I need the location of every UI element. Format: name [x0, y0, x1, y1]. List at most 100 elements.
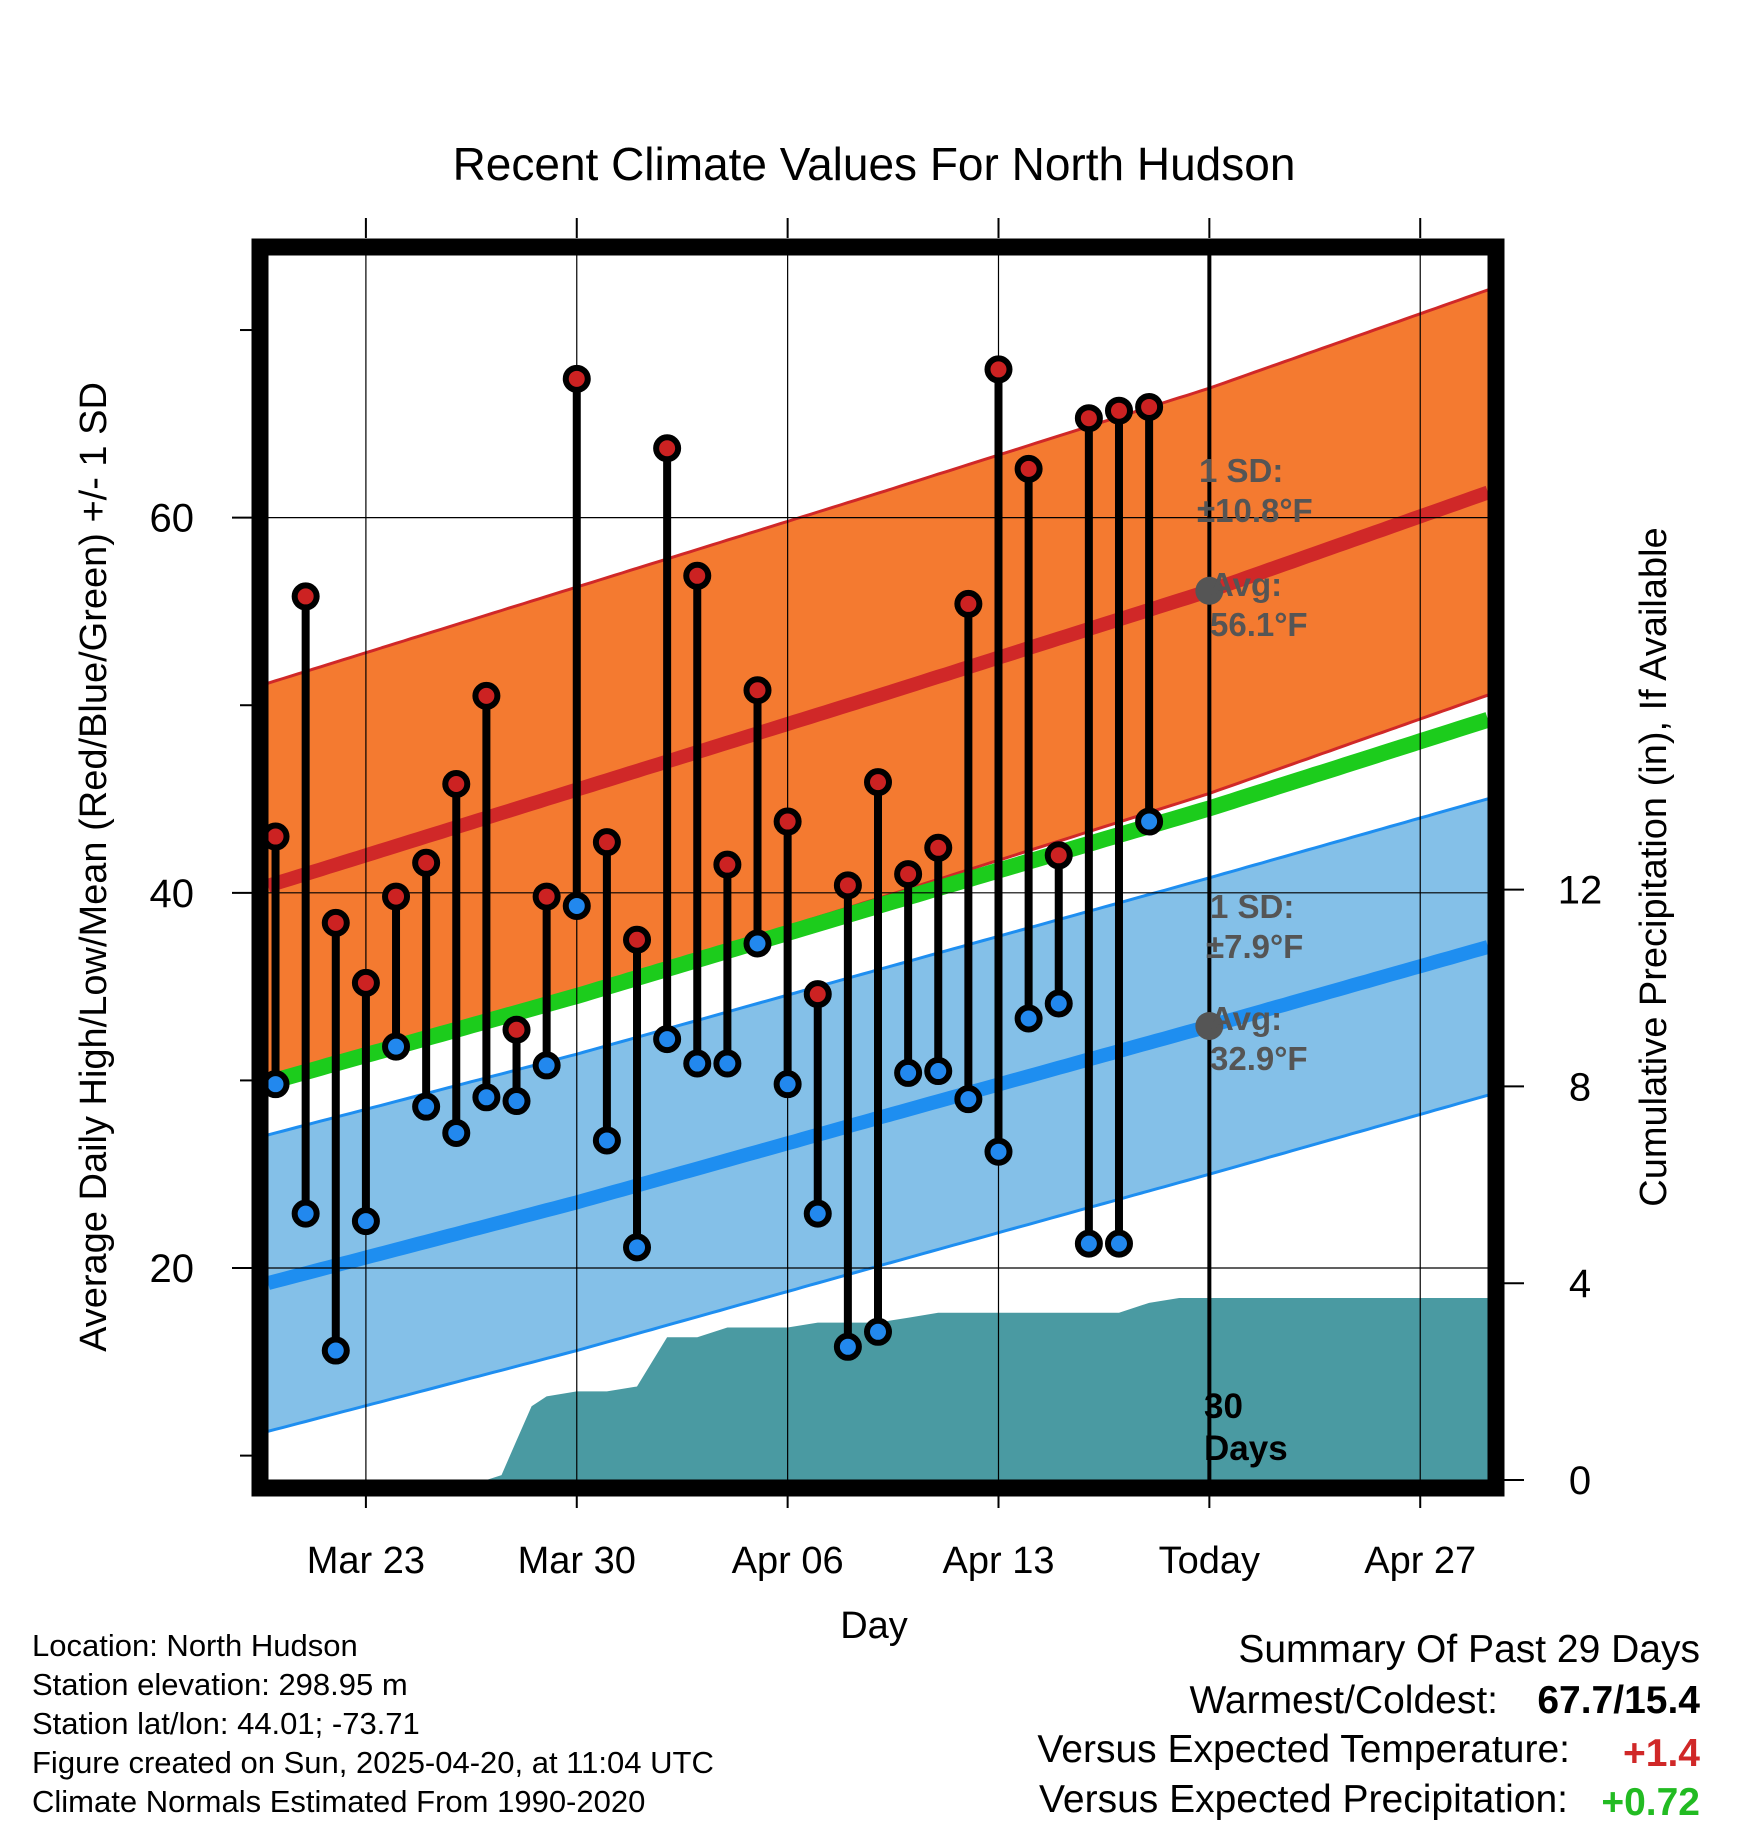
- summary-temp-value: +1.4: [1623, 1732, 1700, 1775]
- normal-high-line: [268, 485, 1488, 893]
- low-point-3: [351, 1207, 380, 1236]
- low-point-25: [1014, 1004, 1043, 1033]
- summary-warm-cold-label: Warmest/Coldest:: [1190, 1679, 1498, 1722]
- high-point-10: [562, 364, 591, 393]
- low-point-21: [894, 1058, 923, 1087]
- summary-warm-cold-value: 67.7/15.4: [1537, 1679, 1700, 1722]
- high-point-25: [1014, 454, 1043, 483]
- low-point-7: [472, 1083, 501, 1112]
- low-avg-label: Avg:: [1210, 1000, 1282, 1037]
- high-sd-value: ±10.8°F: [1197, 492, 1313, 529]
- high-point-6: [442, 770, 471, 799]
- low-point-26: [1044, 989, 1073, 1018]
- low-point-18: [803, 1199, 832, 1228]
- summary-title: Summary Of Past 29 Days: [1238, 1628, 1700, 1671]
- summary-precip-value: +0.72: [1601, 1781, 1700, 1824]
- high-band-upper-edge: [268, 288, 1488, 685]
- high-avg-value: 56.1°F: [1210, 606, 1308, 643]
- high-point-18: [803, 980, 832, 1009]
- high-point-23: [954, 589, 983, 618]
- station-location: Location: North Hudson: [32, 1628, 358, 1663]
- low-point-5: [412, 1092, 441, 1121]
- high-point-2: [321, 908, 350, 937]
- low-point-4: [382, 1032, 411, 1061]
- low-point-9: [532, 1051, 561, 1080]
- low-point-22: [924, 1057, 953, 1086]
- low-point-27: [1074, 1229, 1103, 1258]
- low-point-13: [653, 1025, 682, 1054]
- plot-frame: [251, 238, 1505, 1497]
- high-point-19: [833, 871, 862, 900]
- y-axis-label-right: Cumulative Precipitation (in), If Availa…: [1633, 527, 1675, 1206]
- high-point-9: [532, 882, 561, 911]
- high-point-21: [894, 860, 923, 889]
- high-point-24: [984, 355, 1013, 384]
- low-point-14: [683, 1049, 712, 1078]
- y-right-tick-label-2: 8: [1569, 1065, 1591, 1109]
- low-point-24: [984, 1137, 1013, 1166]
- high-point-22: [924, 833, 953, 862]
- low-point-8: [502, 1087, 531, 1116]
- high-point-26: [1044, 841, 1073, 870]
- high-avg-label: Avg:: [1210, 566, 1282, 603]
- x-axis-label: Day: [840, 1605, 908, 1647]
- y-left-tick-label-2: 60: [150, 497, 195, 541]
- high-point-12: [623, 925, 652, 954]
- low-point-23: [954, 1085, 983, 1114]
- station-elevation: Station elevation: 298.95 m: [32, 1667, 408, 1702]
- high-point-20: [864, 768, 892, 797]
- low-point-6: [442, 1118, 471, 1147]
- x-tick-label-4: Today: [1159, 1540, 1260, 1582]
- high-point-8: [502, 1015, 531, 1044]
- low-point-16: [743, 929, 772, 958]
- low-point-2: [321, 1336, 350, 1365]
- high-point-17: [773, 807, 802, 836]
- precip-area: [275, 1298, 1488, 1480]
- days-label-number: 30: [1204, 1387, 1243, 1426]
- high-point-7: [472, 681, 501, 710]
- high-point-3: [351, 968, 380, 997]
- observations: [261, 355, 1164, 1365]
- low-point-10: [562, 891, 591, 920]
- high-avg-marker: [1195, 576, 1224, 605]
- high-annotation: 1 SD: ±10.8°F Avg: 56.1°F: [1197, 452, 1313, 643]
- station-info: Location: North Hudson Station elevation…: [32, 1628, 714, 1819]
- low-sd-value: ±7.9°F: [1206, 928, 1303, 965]
- x-tick-label-3: Apr 13: [943, 1540, 1055, 1582]
- high-point-1: [291, 582, 320, 611]
- high-point-4: [382, 882, 411, 911]
- high-point-14: [683, 561, 712, 590]
- high-point-27: [1074, 404, 1103, 433]
- high-point-13: [653, 434, 682, 463]
- low-point-17: [773, 1070, 802, 1099]
- normals-period: Climate Normals Estimated From 1990-2020: [32, 1784, 645, 1819]
- y-left-tick-label-0: 20: [150, 1247, 195, 1291]
- chart-title: Recent Climate Values For North Hudson: [453, 138, 1296, 190]
- low-point-1: [291, 1199, 320, 1228]
- y-left-tick-label-1: 40: [150, 872, 195, 916]
- low-point-28: [1104, 1229, 1133, 1258]
- high-point-28: [1104, 396, 1133, 425]
- low-point-19: [833, 1332, 862, 1361]
- low-avg-marker: [1195, 1012, 1224, 1041]
- figure-created: Figure created on Sun, 2025-04-20, at 11…: [32, 1745, 714, 1780]
- summary-temp-label: Versus Expected Temperature:: [1037, 1728, 1570, 1771]
- days-label-word: Days: [1204, 1429, 1288, 1468]
- summary-precip-label: Versus Expected Precipitation:: [1039, 1778, 1568, 1821]
- y-axis-label-left: Average Daily High/Low/Mean (Red/Blue/Gr…: [73, 382, 115, 1352]
- x-tick-label-5: Apr 27: [1364, 1540, 1476, 1582]
- high-point-11: [592, 828, 621, 857]
- low-point-11: [592, 1126, 621, 1155]
- low-annotation: 1 SD: ±7.9°F Avg: 32.9°F: [1206, 888, 1308, 1077]
- high-sd-label: 1 SD:: [1199, 452, 1283, 489]
- high-point-29: [1135, 392, 1164, 421]
- x-tick-label-1: Mar 30: [518, 1540, 636, 1582]
- high-point-5: [412, 848, 441, 877]
- low-sd-label: 1 SD:: [1210, 888, 1294, 925]
- high-point-15: [713, 850, 742, 879]
- low-point-29: [1135, 807, 1164, 836]
- low-point-15: [713, 1049, 742, 1078]
- axes: Mar 23 Mar 30 Apr 06 Apr 13 Today Apr 2720406…: [150, 218, 1602, 1582]
- y-right-tick-label-1: 4: [1569, 1262, 1591, 1306]
